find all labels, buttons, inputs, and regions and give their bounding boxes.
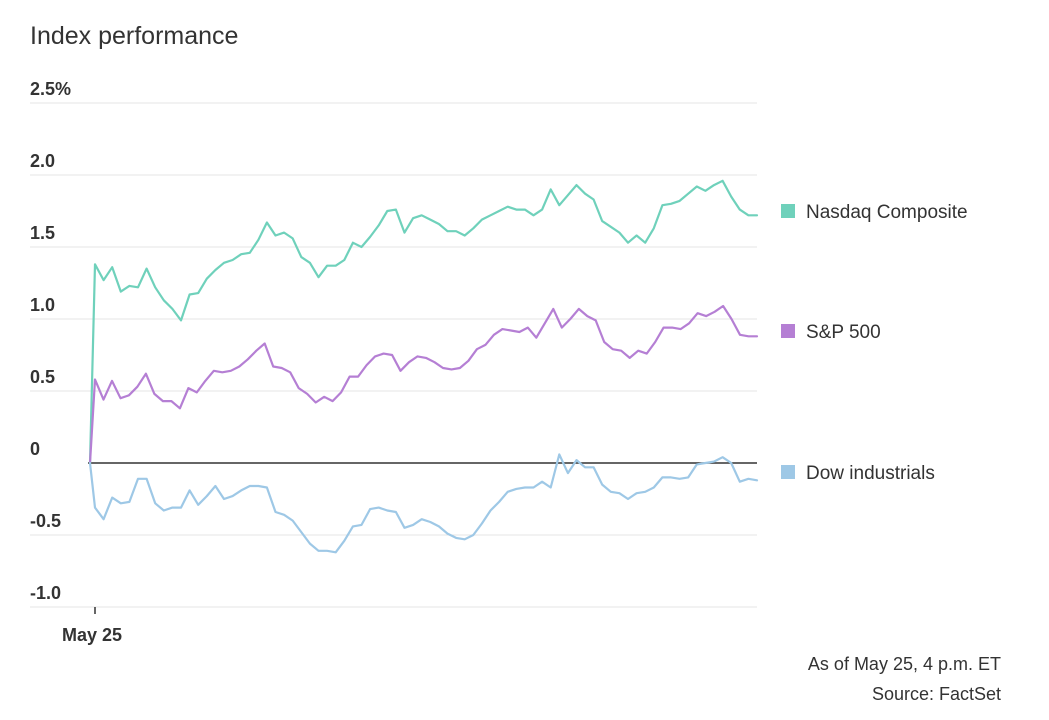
y-tick-label: 1.5 — [30, 223, 55, 243]
chart-title: Index performance — [30, 22, 239, 50]
series-line-nasdaq-composite — [88, 179, 759, 465]
legend-label-dow-industrials: Dow industrials — [806, 463, 935, 484]
series-line-s-and-p-500 — [88, 304, 759, 465]
legend-swatch-nasdaq-composite — [781, 204, 795, 218]
y-tick-label: -0.5 — [30, 511, 61, 531]
source-note: Source: FactSet — [871, 684, 1001, 704]
legend: Nasdaq Composite S&P 500 Dow industrials — [781, 202, 968, 484]
gridlines — [30, 102, 757, 608]
legend-label-s-and-p-500: S&P 500 — [806, 322, 881, 343]
y-tick-label: 2.0 — [30, 151, 55, 171]
as-of-note: As of May 25, 4 p.m. ET — [807, 654, 1001, 674]
series-lines — [88, 179, 759, 554]
legend-swatch-s-and-p-500 — [781, 324, 795, 338]
y-tick-label: 0.5 — [30, 367, 55, 387]
y-tick-label: 1.0 — [30, 295, 55, 315]
y-tick-label: 2.5% — [30, 79, 71, 99]
legend-swatch-dow-industrials — [781, 465, 795, 479]
y-tick-label: -1.0 — [30, 583, 61, 603]
series-line-dow-industrials — [88, 453, 759, 554]
y-tick-label: 0 — [30, 439, 40, 459]
y-axis-tick-labels: 2.5% 2.0 1.5 1.0 0.5 0 -0.5 -1.0 — [30, 79, 71, 603]
legend-label-nasdaq-composite: Nasdaq Composite — [806, 202, 968, 223]
x-tick-label: May 25 — [62, 625, 122, 645]
x-axis: May 25 — [62, 607, 122, 645]
